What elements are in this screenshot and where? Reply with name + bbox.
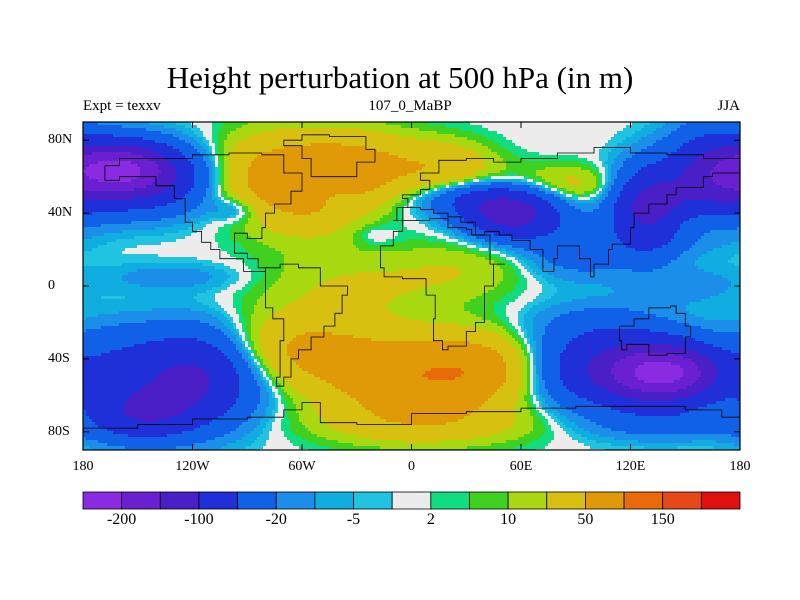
colorbar-label: 150 [633, 511, 693, 529]
colorbar-box-0 [82, 491, 123, 510]
experiment-label: Expt = texxv [83, 97, 161, 115]
colorbar-box-11 [507, 491, 548, 510]
continent-outline-0 [104, 152, 303, 272]
colorbar-box-6 [314, 491, 354, 510]
colorbar-box-8 [391, 491, 432, 510]
colorbar [82, 491, 741, 510]
plot-title: Height perturbation at 500 hPa (in m) [0, 60, 800, 96]
colorbar-box-1 [121, 491, 161, 510]
lon-label: 120E [601, 459, 661, 475]
lat-label: 80S [48, 424, 78, 440]
lon-label: 60W [272, 459, 332, 475]
colorbar-box-2 [159, 491, 200, 510]
lon-label: 0 [382, 459, 442, 475]
colorbar-label: -20 [246, 511, 306, 529]
colorbar-box-13 [585, 491, 625, 510]
colorbar-box-5 [275, 491, 316, 510]
colorbar-label: 50 [555, 511, 615, 529]
colorbar-box-12 [546, 491, 586, 510]
continent-outline-3 [393, 147, 740, 278]
colorbar-box-3 [198, 491, 238, 510]
lon-label: 60E [491, 459, 551, 475]
continent-outline-6 [83, 402, 740, 429]
colorbar-box-4 [237, 491, 277, 510]
colorbar-box-15 [662, 491, 702, 510]
continent-outlines [83, 134, 740, 429]
season-label: JJA [717, 97, 740, 115]
colorbar-label: -100 [169, 511, 229, 529]
continent-outline-2 [283, 134, 376, 178]
colorbar-label: -5 [324, 511, 384, 529]
colorbar-box-10 [469, 491, 509, 510]
colorbar-label: 10 [478, 511, 538, 529]
height-field [83, 122, 740, 450]
colorbar-label: 2 [401, 511, 461, 529]
lon-label: 120W [163, 459, 223, 475]
lat-label: 0 [48, 278, 78, 294]
lon-label: 180 [53, 459, 113, 475]
colorbar-box-9 [430, 491, 470, 510]
lat-label: 80N [48, 132, 78, 148]
colorbar-box-14 [623, 491, 664, 510]
continent-outline-5 [619, 305, 692, 356]
lat-label: 40S [48, 351, 78, 367]
lon-label: 180 [710, 459, 770, 475]
colorbar-box-7 [353, 491, 393, 510]
continent-outline-4 [380, 218, 505, 351]
colorbar-box-16 [700, 491, 741, 510]
lat-label: 40N [48, 205, 78, 221]
colorbar-label: -200 [92, 511, 152, 529]
axis-ticks [82, 122, 741, 450]
continent-outline-1 [265, 263, 348, 387]
time-label: 107_0_MaBP [0, 97, 800, 115]
